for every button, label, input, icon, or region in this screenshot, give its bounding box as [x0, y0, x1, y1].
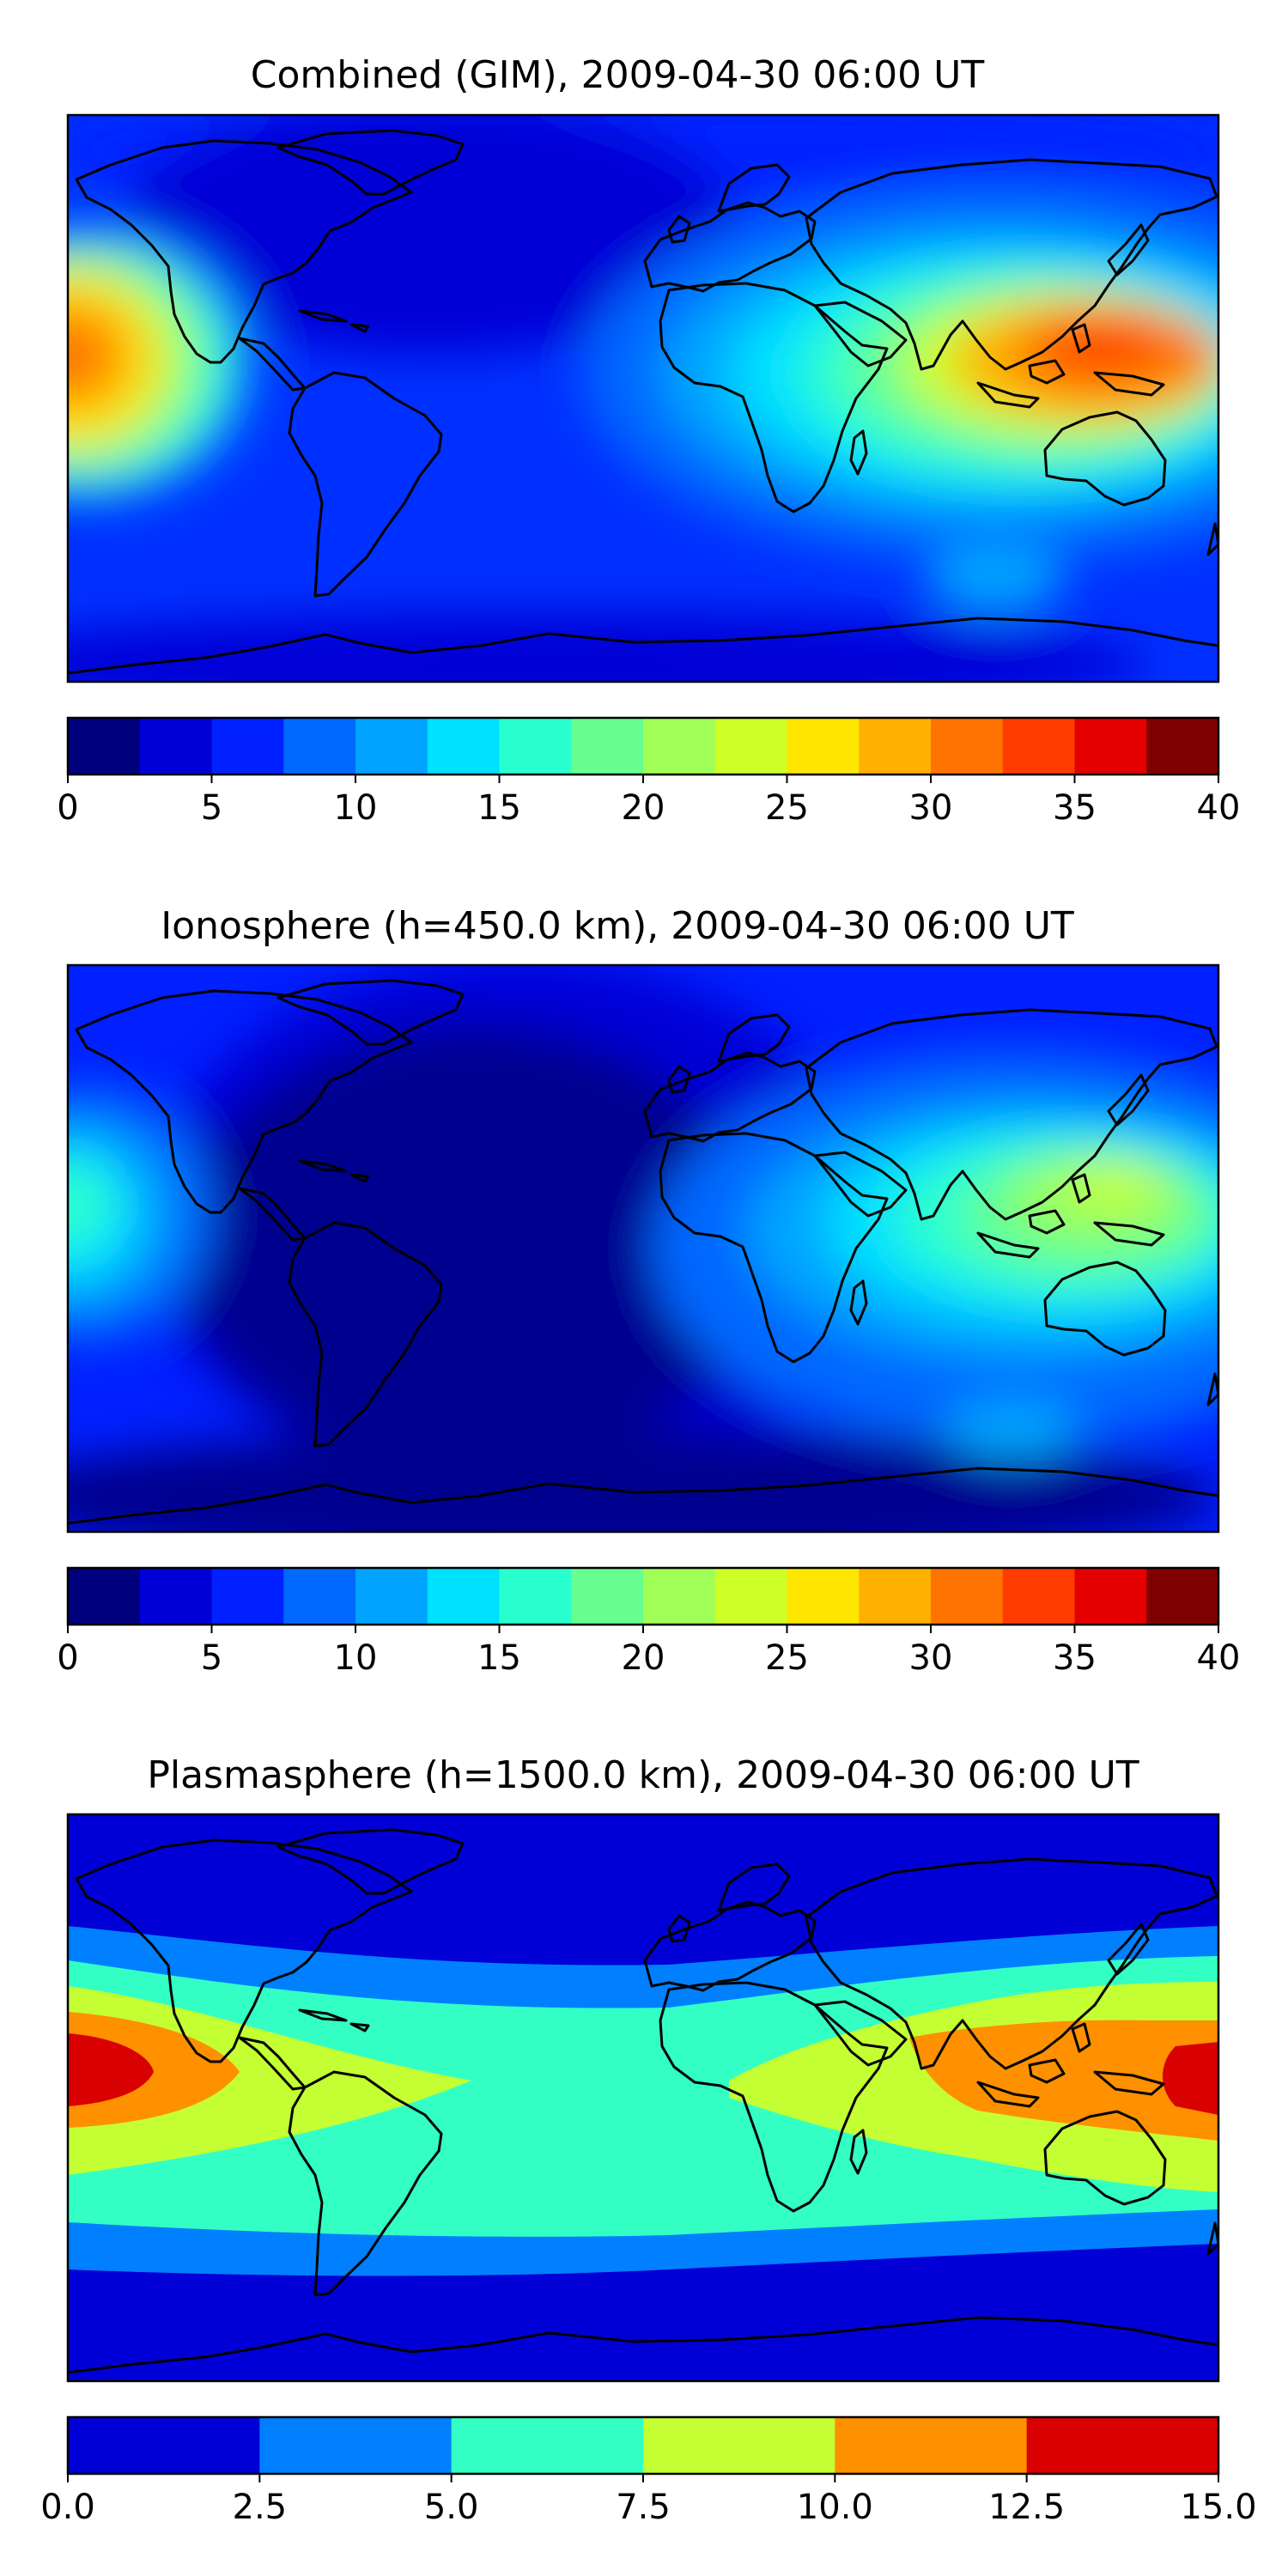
colorbar-tick-label: 10 — [334, 788, 378, 828]
colorbar-tick-label: 7.5 — [616, 2488, 671, 2527]
colorbar-tick-label: 5 — [201, 788, 222, 828]
colorbar-swatch — [835, 2417, 1028, 2474]
colorbar-tick-label: 35 — [1053, 1638, 1097, 1678]
colorbar-swatch — [68, 718, 141, 775]
colorbar-swatch — [571, 1568, 644, 1625]
colorbar-swatch — [499, 718, 572, 775]
colorbar-swatch — [1002, 718, 1076, 775]
colorbar-tick-label: 12.5 — [988, 2488, 1065, 2527]
panel-3-colorbar-swatches — [68, 2417, 1219, 2474]
panel-3-map — [66, 1813, 1220, 2383]
colorbar-tick-label: 15 — [477, 788, 521, 828]
colorbar-tick-label: 30 — [909, 1638, 953, 1678]
panel-3-colorbar-ticks: 0.0 2.5 5.0 7.5 10.0 12.5 15.0 — [40, 2474, 1257, 2527]
colorbar-swatch — [1146, 1568, 1219, 1625]
colorbar-tick-label: 20 — [622, 1638, 665, 1678]
colorbar-tick-label: 15.0 — [1180, 2488, 1256, 2527]
colorbar-swatch — [643, 1568, 716, 1625]
colorbar-tick-label: 25 — [765, 788, 809, 828]
colorbar-swatch — [859, 1568, 932, 1625]
colorbar-swatch — [139, 1568, 213, 1625]
colorbar-tick-label: 30 — [909, 788, 953, 828]
colorbar-swatch — [1026, 2417, 1219, 2474]
colorbar-swatch — [714, 718, 788, 775]
colorbar-swatch — [714, 1568, 788, 1625]
colorbar-swatch — [283, 718, 356, 775]
colorbar-swatch — [355, 1568, 428, 1625]
panel-1-title: Combined (GIM), 2009-04-30 06:00 UT — [251, 53, 985, 97]
colorbar-swatch — [931, 1568, 1004, 1625]
colorbar-swatch — [283, 1568, 356, 1625]
colorbar-tick-label: 0.0 — [40, 2488, 95, 2527]
colorbar-swatch — [571, 718, 644, 775]
colorbar-swatch — [787, 1568, 860, 1625]
colorbar-swatch — [211, 718, 284, 775]
panel-1-colorbar-swatches — [68, 718, 1219, 775]
colorbar-tick-label: 35 — [1053, 788, 1097, 828]
panel-2-colorbar: 0 5 10 15 20 25 30 35 40 — [57, 1566, 1240, 1678]
panel-1-map — [66, 113, 1220, 683]
panel-1-colorbar-ticks: 0 5 10 15 20 25 30 35 40 — [57, 775, 1240, 828]
colorbar-tick-label: 10.0 — [797, 2488, 873, 2527]
colorbar-swatch — [859, 718, 932, 775]
colorbar-swatch — [787, 718, 860, 775]
panel-1-colorbar: 0 5 10 15 20 25 30 35 40 — [57, 716, 1240, 828]
colorbar-swatch — [68, 2417, 260, 2474]
colorbar-tick-label: 40 — [1197, 788, 1241, 828]
colorbar-swatch — [1074, 1568, 1147, 1625]
panel-3-title: Plasmasphere (h=1500.0 km), 2009-04-30 0… — [147, 1753, 1139, 1797]
colorbar-swatch — [139, 718, 213, 775]
panel-2-colorbar-swatches — [68, 1568, 1219, 1625]
colorbar-tick-label: 0 — [57, 1638, 78, 1678]
colorbar-tick-label: 25 — [765, 1638, 809, 1678]
colorbar-swatch — [499, 1568, 572, 1625]
colorbar-tick-label: 40 — [1197, 1638, 1241, 1678]
colorbar-tick-label: 10 — [334, 1638, 378, 1678]
colorbar-swatch — [355, 718, 428, 775]
colorbar-tick-label: 5.0 — [424, 2488, 479, 2527]
colorbar-tick-label: 2.5 — [233, 2488, 288, 2527]
colorbar-tick-label: 15 — [477, 1638, 521, 1678]
colorbar-swatch — [643, 718, 716, 775]
colorbar-swatch — [211, 1568, 284, 1625]
colorbar-tick-label: 0 — [57, 788, 78, 828]
colorbar-tick-label: 20 — [622, 788, 665, 828]
colorbar-swatch — [1074, 718, 1147, 775]
colorbar-swatch — [259, 2417, 453, 2474]
panel-3-colorbar: 0.0 2.5 5.0 7.5 10.0 12.5 15.0 — [40, 2415, 1257, 2527]
colorbar-swatch — [68, 1568, 141, 1625]
colorbar-swatch — [1146, 718, 1219, 775]
colorbar-swatch — [427, 1568, 501, 1625]
colorbar-swatch — [1002, 1568, 1076, 1625]
colorbar-swatch — [931, 718, 1004, 775]
colorbar-swatch — [427, 718, 501, 775]
colorbar-tick-label: 5 — [201, 1638, 222, 1678]
panel-2-title: Ionosphere (h=450.0 km), 2009-04-30 06:0… — [161, 904, 1074, 948]
colorbar-swatch — [643, 2417, 835, 2474]
colorbar-swatch — [451, 2417, 644, 2474]
panel-2-map — [66, 963, 1220, 1534]
panel-2-colorbar-ticks: 0 5 10 15 20 25 30 35 40 — [57, 1625, 1240, 1678]
